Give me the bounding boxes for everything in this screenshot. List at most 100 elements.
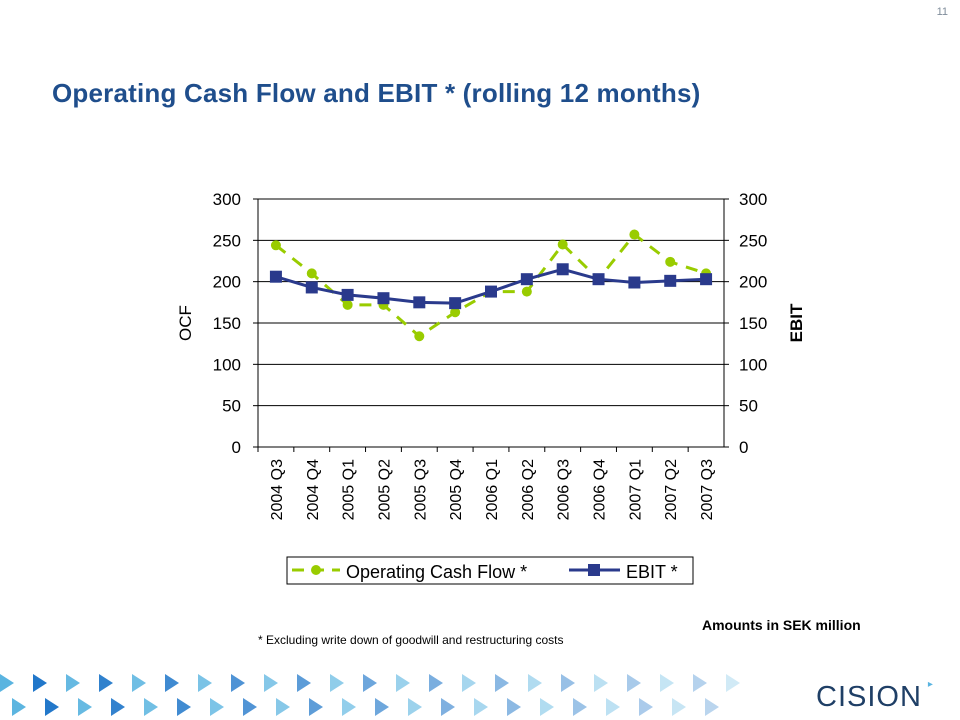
chevron-shape: [210, 698, 224, 716]
x-tick-label: 2005 Q4: [448, 459, 465, 520]
chevron-shape: [672, 698, 686, 716]
left-axis-ticks: 0 50 100 150 200 250 300: [213, 190, 258, 457]
chevron-shape: [309, 698, 323, 716]
left-tick-label: 100: [213, 355, 241, 374]
chevron-shape: [396, 674, 410, 692]
legend-ocf-marker: [311, 565, 321, 575]
left-tick-label: 200: [213, 273, 241, 292]
x-tick-label: 2005 Q2: [376, 459, 393, 520]
chevron-shape: [693, 674, 707, 692]
legend-ebit-marker: [588, 564, 600, 576]
units-note: Amounts in SEK million: [702, 617, 861, 633]
chevron-shape: [462, 674, 476, 692]
slide-title: Operating Cash Flow and EBIT * (rolling …: [52, 78, 701, 108]
chart-legend: Operating Cash Flow * EBIT *: [286, 556, 694, 585]
ocf-point: [414, 331, 425, 342]
ebit-point: [664, 274, 677, 287]
ocf-point: [521, 286, 532, 297]
y-axis-label-right: EBIT: [787, 303, 806, 342]
ebit-point: [341, 288, 354, 301]
ebit-point: [592, 273, 605, 286]
ebit-point: [700, 273, 713, 286]
chevron-shape: [441, 698, 455, 716]
x-tick-label: 2004 Q3: [269, 459, 286, 520]
x-axis-labels: 2004 Q3 2004 Q4 2005 Q1 2005 Q2 2005 Q3 2005 …: [257, 447, 716, 520]
chevron-shape: [726, 674, 740, 692]
cision-arrow-icon: ▸: [927, 679, 934, 690]
ebit-point: [449, 297, 462, 310]
ocf-point: [557, 239, 568, 250]
ebit-point: [520, 273, 533, 286]
ocf-point: [270, 240, 281, 251]
chevron-shape: [99, 674, 113, 692]
chevron-shape: [627, 674, 641, 692]
chevron-shape: [594, 674, 608, 692]
x-tick-label: 2005 Q1: [341, 459, 358, 520]
cision-logo: CISION ▸: [816, 679, 933, 714]
left-tick-label: 0: [232, 438, 241, 457]
chevron-shape: [474, 698, 488, 716]
ebit-point: [628, 276, 641, 289]
ebit-point: [305, 281, 318, 294]
legend-ebit-label: EBIT *: [626, 562, 678, 582]
ebit-point: [556, 263, 569, 276]
right-tick-label: 50: [739, 397, 758, 416]
chevron-shape: [177, 698, 191, 716]
ocf-point: [629, 229, 640, 240]
ocf-point: [306, 268, 317, 279]
right-tick-label: 200: [739, 273, 767, 292]
chevron-shape: [561, 674, 575, 692]
chevron-shape: [705, 698, 719, 716]
legend-ocf-label: Operating Cash Flow *: [346, 562, 527, 582]
right-tick-label: 100: [739, 355, 767, 374]
page-number: 11: [936, 6, 948, 18]
left-tick-label: 250: [213, 231, 241, 250]
chevron-shape: [375, 698, 389, 716]
chevron-shape: [363, 674, 377, 692]
footnote: * Excluding write down of goodwill and r…: [258, 633, 564, 647]
series-layer: [269, 229, 713, 342]
chevron-shape: [111, 698, 125, 716]
chevron-shape: [528, 674, 542, 692]
chevron-shape: [495, 674, 509, 692]
ebit-point: [377, 292, 390, 305]
chart-gridlines: [258, 239, 724, 407]
right-axis-ticks: 0 50 100 150 200 250 300: [724, 190, 767, 457]
ocf-point: [342, 299, 353, 310]
x-tick-label: 2007 Q1: [627, 459, 644, 520]
right-tick-label: 300: [739, 190, 767, 209]
chevron-shape: [429, 674, 443, 692]
chevron-shape: [231, 674, 245, 692]
left-tick-label: 150: [213, 314, 241, 333]
chevron-shape: [507, 698, 521, 716]
chevron-shape: [342, 698, 356, 716]
y-axis-label-left: OCF: [176, 305, 195, 341]
logo-text: CISION: [816, 681, 922, 713]
x-tick-label: 2007 Q2: [663, 459, 680, 520]
chevron-shape: [33, 674, 47, 692]
ocf-point: [450, 307, 461, 318]
chevron-shape: [606, 698, 620, 716]
chevron-shape: [573, 698, 587, 716]
chevron-shape: [45, 698, 59, 716]
legend-box: [286, 556, 694, 585]
ebit-point: [413, 296, 426, 309]
chevron-shape: [276, 698, 290, 716]
chevron-shape: [132, 674, 146, 692]
footer-chevron-band: [0, 674, 740, 716]
ocf-point: [665, 256, 676, 267]
x-tick-label: 2005 Q3: [412, 459, 429, 520]
chevron-shape: [78, 698, 92, 716]
right-tick-label: 0: [739, 438, 748, 457]
chevron-shape: [243, 698, 257, 716]
left-tick-label: 50: [222, 397, 241, 416]
chevron-shape: [165, 674, 179, 692]
x-tick-label: 2004 Q4: [305, 459, 322, 520]
chevron-shape: [408, 698, 422, 716]
series-line-ocf: [274, 232, 707, 339]
right-tick-label: 150: [739, 314, 767, 333]
chevron-shape: [264, 674, 278, 692]
right-tick-label: 250: [739, 231, 767, 250]
chevron-shape: [639, 698, 653, 716]
